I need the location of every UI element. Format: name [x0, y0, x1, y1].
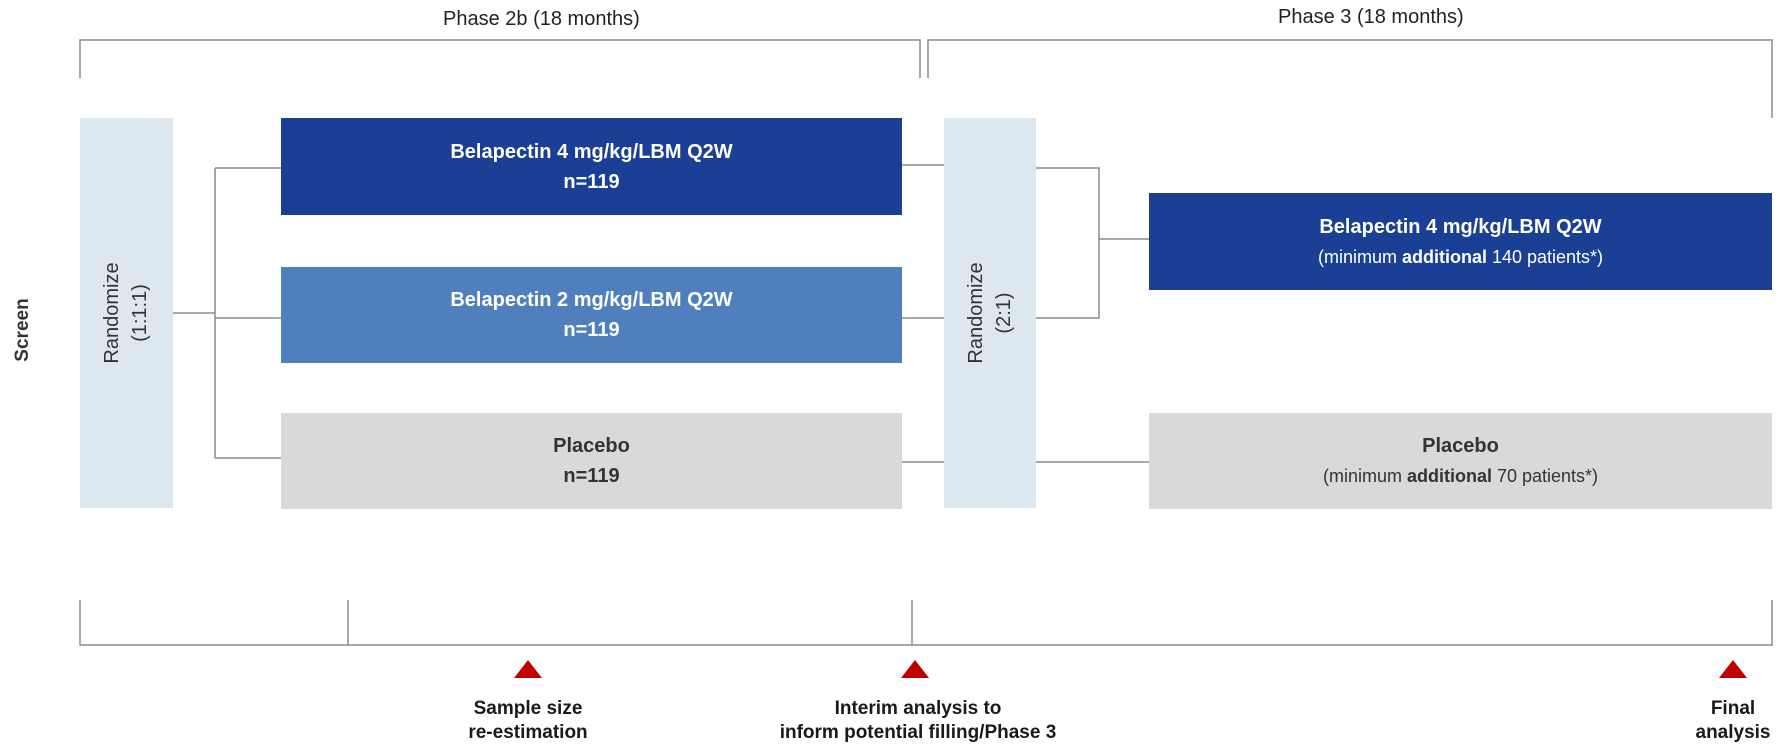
- randomize-2-label: Randomize (2:1): [962, 262, 1018, 363]
- final-analysis-marker-icon: [1719, 660, 1747, 678]
- milestone-sample-size: Sample size re-estimation: [468, 698, 588, 743]
- phase-2b-label: Phase 2b (18 months): [443, 8, 640, 30]
- arm-placebo-n: n=119: [563, 465, 620, 487]
- interim-analysis-marker-icon: [901, 660, 929, 678]
- randomize-1-box: [80, 118, 173, 508]
- arm-placebo-phase3: Placebo (minimum additional 70 patients*…: [1149, 413, 1772, 509]
- randomize-2-ratio: (2:1): [993, 292, 1015, 334]
- arm-low-dose-name: Belapectin 2 mg/kg/LBM Q2W: [450, 289, 733, 311]
- randomize-2-box: [944, 118, 1036, 508]
- sample-size-marker-icon: [514, 660, 542, 678]
- phase-3-label: Phase 3 (18 months): [1278, 6, 1464, 28]
- arm-low-dose-phase2b: Belapectin 2 mg/kg/LBM Q2W n=119: [281, 267, 902, 363]
- milestone-final-analysis: Final analysis: [1695, 698, 1771, 743]
- randomize-1-label: Randomize (1:1:1): [98, 262, 154, 363]
- arm-high-dose-n: n=119: [563, 170, 620, 193]
- arm-high-dose-phase3: Belapectin 4 mg/kg/LBM Q2W (minimum addi…: [1149, 193, 1772, 290]
- arm-placebo-phase2b: Placebo n=119: [281, 413, 902, 509]
- screen-label: Screen: [12, 298, 33, 362]
- randomize-2-title: Randomize: [965, 262, 987, 364]
- arm-placebo-p3-name: Placebo: [1422, 435, 1499, 457]
- randomize-1-ratio: (1:1:1): [129, 284, 151, 342]
- arm-placebo-name: Placebo: [553, 435, 630, 457]
- randomize-1-title: Randomize: [101, 262, 123, 364]
- arm-high-dose-p3-name: Belapectin 4 mg/kg/LBM Q2W: [1319, 215, 1602, 238]
- arm-low-dose-n: n=119: [563, 319, 620, 341]
- milestone-interim-analysis: Interim analysis to inform potential fil…: [779, 698, 1057, 743]
- arm-high-dose-p3-detail: (minimum additional 140 patients*): [1317, 246, 1604, 267]
- arm-high-dose-phase2b: Belapectin 4 mg/kg/LBM Q2W n=119: [281, 118, 902, 215]
- arm-high-dose-name: Belapectin 4 mg/kg/LBM Q2W: [450, 140, 733, 163]
- arm-placebo-p3-detail: (minimum additional 70 patients*): [1322, 466, 1599, 486]
